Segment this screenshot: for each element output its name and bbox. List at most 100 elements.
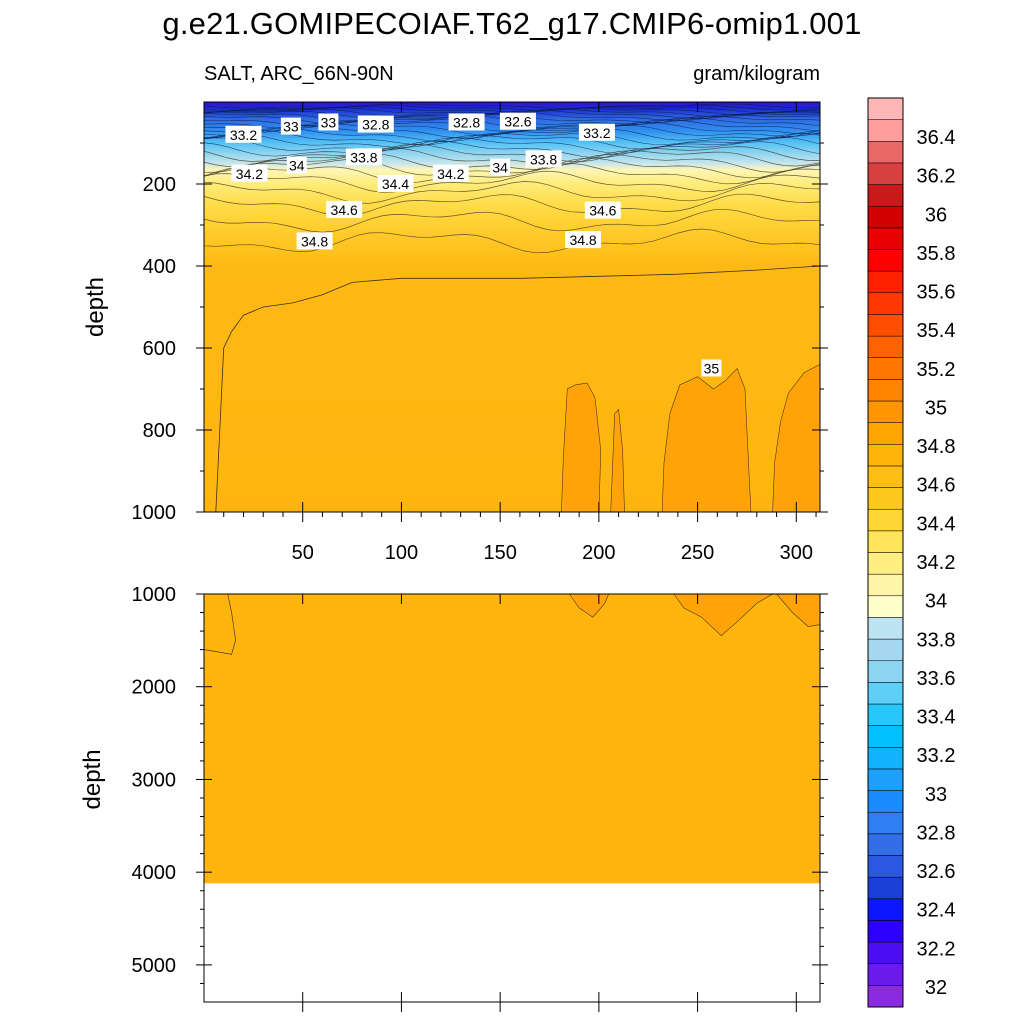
salinity-35-region <box>561 382 602 513</box>
colorbar-label: 36.4 <box>917 127 956 149</box>
contour-line <box>203 130 821 146</box>
colorbar-label: 34.4 <box>917 513 956 535</box>
x-tick-label: 150 <box>483 542 516 564</box>
colorbar-swatch <box>867 768 904 791</box>
contour-label-box <box>357 115 394 133</box>
colorbar-swatch <box>867 270 904 294</box>
contour-label: 33.2 <box>583 125 610 141</box>
contour-label-box <box>345 148 382 166</box>
contour-label: 32.6 <box>504 114 531 130</box>
colorbar-swatch <box>867 162 904 185</box>
colorbar-swatch <box>867 314 904 337</box>
colorbar-label: 36 <box>925 204 947 226</box>
contour-line <box>203 119 821 132</box>
contour-line <box>203 122 821 136</box>
colorbar-swatch <box>867 595 904 618</box>
colorbar-label: 35.4 <box>917 320 956 342</box>
y-tick-label: 600 <box>143 338 176 360</box>
contour-label: 33 <box>283 119 299 135</box>
colorbar-swatch <box>867 357 904 380</box>
colorbar: 32 32.2 32.4 32.6 32.8 33 33.2 33.4 33.6 33.8 34 34… <box>867 97 956 1008</box>
colorbar-label: 35.2 <box>917 359 956 381</box>
colorbar-label: 34.6 <box>917 475 956 497</box>
contour-label: 32.8 <box>362 117 389 133</box>
lower-field <box>204 594 820 884</box>
y-tick-label: 4000 <box>132 862 177 884</box>
colorbar-label: 32.4 <box>917 900 956 922</box>
contour-label-box <box>286 156 307 174</box>
contour-label-box <box>490 158 511 176</box>
contour-label-box <box>584 201 621 219</box>
colorbar-swatch <box>867 985 904 1008</box>
colorbar-swatch <box>867 660 904 683</box>
contour-label: 32.8 <box>453 115 480 131</box>
chart-title: g.e21.GOMIPECOIAF.T62_g17.CMIP6-omip1.00… <box>162 6 862 41</box>
colorbar-label: 32.8 <box>917 822 956 844</box>
colorbar-swatch <box>867 920 904 943</box>
colorbar-label: 36.2 <box>917 166 956 188</box>
colorbar-swatch <box>867 292 904 315</box>
colorbar-swatch <box>867 682 904 705</box>
contour-line <box>203 228 821 254</box>
contour-line <box>203 104 821 111</box>
contour-label: 34.4 <box>382 176 409 192</box>
contour-label-box <box>565 231 602 249</box>
colorbar-swatch <box>867 119 904 142</box>
colorbar-swatch <box>867 422 904 445</box>
colorbar-swatch <box>867 811 904 835</box>
colorbar-swatch <box>867 465 904 488</box>
colorbar-swatch <box>867 487 904 510</box>
contour-line <box>203 103 821 109</box>
contour-line <box>215 265 821 513</box>
contour-line <box>203 193 821 217</box>
colorbar-label: 33.4 <box>917 707 956 729</box>
colorbar-label: 32.6 <box>917 861 956 883</box>
contour-line <box>203 133 821 150</box>
colorbar-swatch <box>867 638 904 661</box>
x-tick-label: 100 <box>385 542 418 564</box>
colorbar-swatch <box>867 335 904 358</box>
lower-panel: 1000 2000 3000 4000 5000 depth <box>79 584 828 1012</box>
contour-label-box <box>499 112 536 130</box>
colorbar-swatch <box>867 855 904 878</box>
colorbar-swatch <box>867 508 904 532</box>
y-tick-label: 800 <box>143 420 176 442</box>
contour-label-box <box>326 200 363 218</box>
contour-label: 34.8 <box>301 233 328 249</box>
colorbar-label: 34.8 <box>917 436 956 458</box>
contour-line <box>203 170 821 193</box>
contour-label-box <box>377 175 414 192</box>
colorbar-swatch <box>867 444 904 467</box>
contour-label-box <box>318 113 339 131</box>
contour-label-box <box>448 113 485 131</box>
contour-line <box>203 143 820 162</box>
contour-label: 33.2 <box>230 127 257 143</box>
contour-label-box <box>280 117 301 135</box>
colorbar-label: 35.8 <box>917 243 956 265</box>
contour-label: 34.2 <box>437 166 464 182</box>
contour-label: 34.2 <box>236 166 263 182</box>
y-tick-label: 5000 <box>132 955 177 977</box>
y-axis-label: depth <box>79 749 106 809</box>
colorbar-swatch <box>867 725 904 748</box>
y-tick-label: 2000 <box>132 677 177 699</box>
colorbar-label: 34.2 <box>917 552 956 574</box>
contour-label: 34 <box>289 158 305 174</box>
x-tick-label: 200 <box>582 542 615 564</box>
contour-label: 34.6 <box>331 202 358 218</box>
x-tick-label: 300 <box>780 542 813 564</box>
contour-label: 33 <box>321 115 337 131</box>
colorbar-frame <box>867 97 904 1008</box>
contour-label-box <box>225 125 262 143</box>
contour-label-box <box>296 232 333 250</box>
contour-line <box>203 593 236 655</box>
contour-line <box>203 140 821 159</box>
units-label: gram/kilogram <box>693 63 820 85</box>
colorbar-swatch <box>867 552 904 575</box>
colorbar-swatch <box>867 941 904 964</box>
colorbar-swatch <box>867 530 904 553</box>
colorbar-label: 35 <box>925 397 947 419</box>
colorbar-label: 32.2 <box>917 938 956 960</box>
colorbar-swatch <box>867 184 904 207</box>
colorbar-swatch <box>867 963 904 986</box>
